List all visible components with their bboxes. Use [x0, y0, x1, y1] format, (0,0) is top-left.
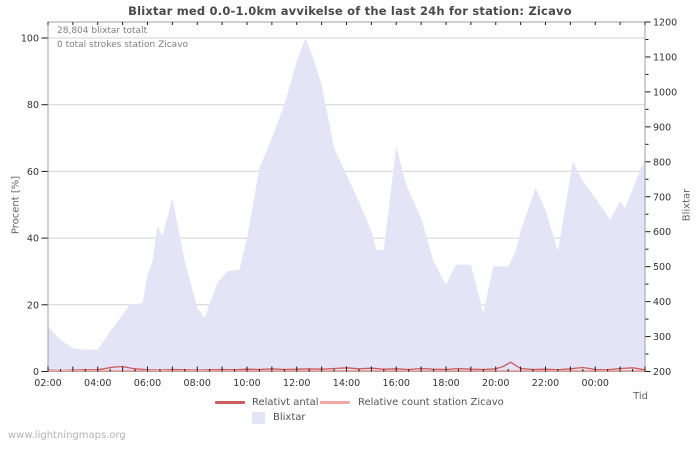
legend-label-relativt-antal: Relativt antal	[252, 397, 319, 408]
svg-text:500: 500	[653, 262, 671, 273]
svg-text:18:00: 18:00	[432, 378, 459, 389]
svg-text:22:00: 22:00	[532, 378, 559, 389]
svg-text:100: 100	[21, 34, 39, 45]
chart-title: Blixtar med 0.0-1.0km avvikelse of the l…	[128, 4, 572, 18]
station-strokes-annotation: 0 total strokes station Zicavo	[57, 40, 189, 50]
svg-text:00:00: 00:00	[582, 378, 609, 389]
svg-text:600: 600	[653, 227, 671, 238]
svg-text:08:00: 08:00	[184, 378, 211, 389]
right-axis-title: Blixtar	[681, 188, 693, 222]
svg-text:12:00: 12:00	[283, 378, 310, 389]
svg-text:0: 0	[33, 367, 39, 378]
svg-text:1100: 1100	[653, 52, 677, 63]
legend-label-relative-count-station: Relative count station Zicavo	[358, 397, 504, 408]
x-axis-title: Tid	[633, 391, 648, 402]
svg-text:40: 40	[27, 234, 39, 245]
station-count-line-swatch	[320, 401, 350, 404]
svg-text:20: 20	[27, 300, 39, 311]
svg-text:10:00: 10:00	[233, 378, 260, 389]
left-axis-title: Procent [%]	[10, 175, 22, 235]
legend-label-blixtar: Blixtar	[273, 412, 306, 423]
relative-count-line-swatch	[215, 401, 245, 404]
svg-text:700: 700	[653, 192, 671, 203]
svg-text:1000: 1000	[653, 87, 677, 98]
total-strikes-annotation: 28,804 blixtar totalt	[57, 26, 148, 36]
svg-text:80: 80	[27, 100, 39, 111]
svg-text:300: 300	[653, 332, 671, 343]
svg-text:16:00: 16:00	[383, 378, 410, 389]
svg-text:04:00: 04:00	[84, 378, 111, 389]
svg-text:60: 60	[27, 167, 39, 178]
svg-text:800: 800	[653, 157, 671, 168]
svg-text:06:00: 06:00	[134, 378, 161, 389]
svg-text:20:00: 20:00	[482, 378, 509, 389]
svg-text:02:00: 02:00	[34, 378, 61, 389]
watermark-url: www.lightningmaps.org	[8, 430, 126, 441]
svg-text:200: 200	[653, 367, 671, 378]
svg-text:14:00: 14:00	[333, 378, 360, 389]
svg-text:400: 400	[653, 297, 671, 308]
svg-text:900: 900	[653, 122, 671, 133]
svg-text:1200: 1200	[653, 18, 677, 29]
blixtar-area-swatch	[252, 412, 265, 424]
